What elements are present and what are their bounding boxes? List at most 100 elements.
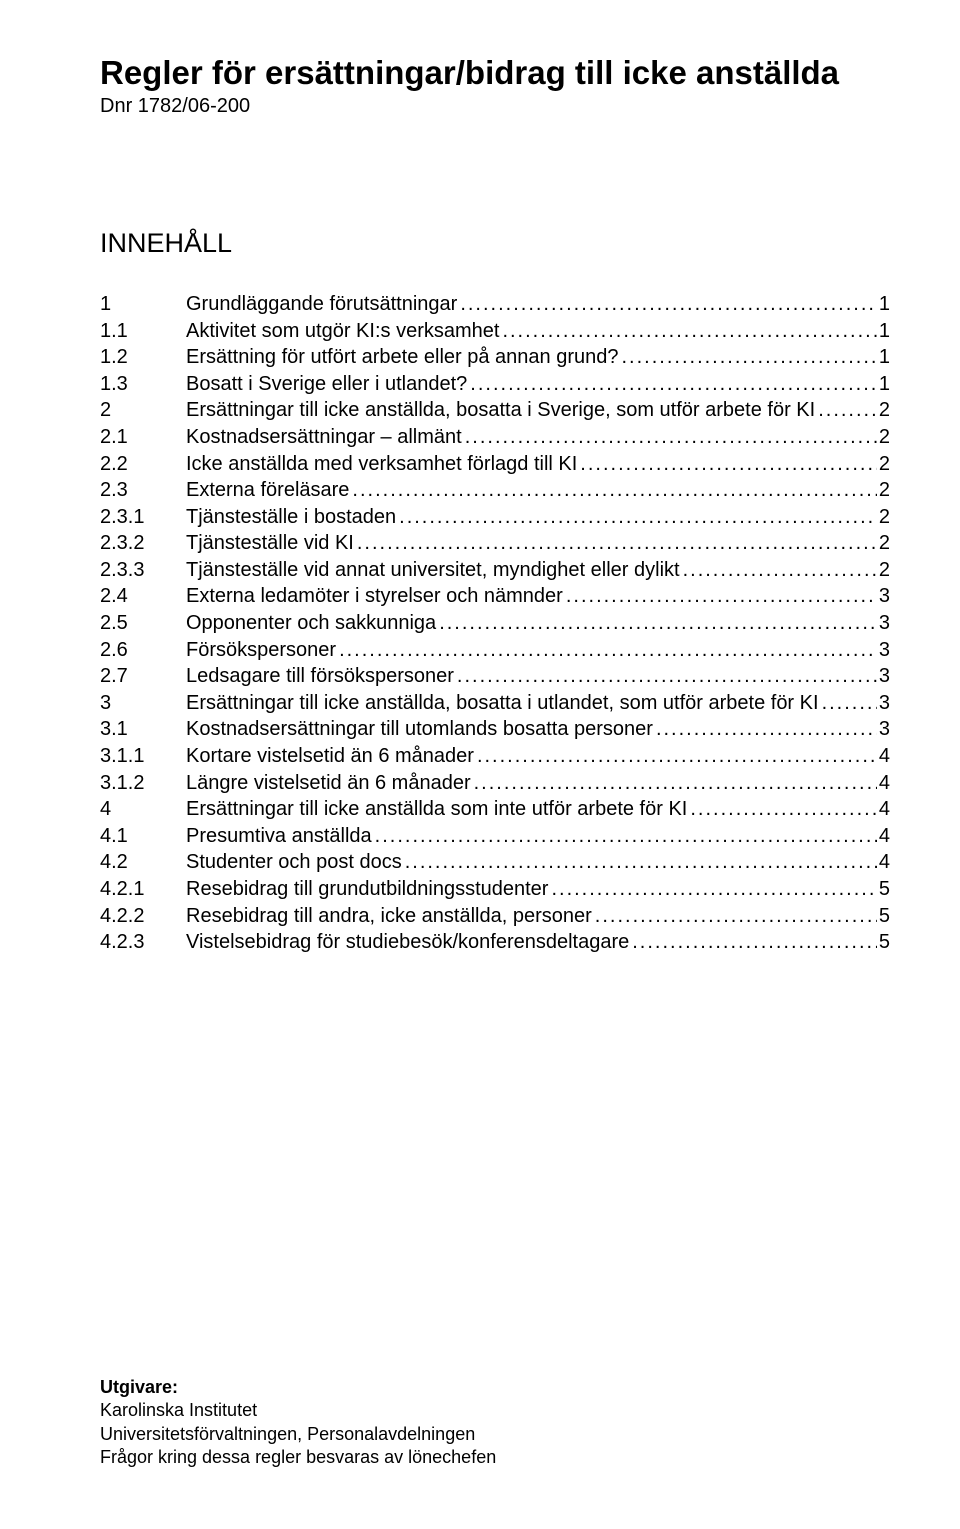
toc-row: 1.2Ersättning för utfört arbete eller på…	[100, 344, 890, 371]
toc-row: 2.1Kostnadsersättningar – allmänt 2	[100, 424, 890, 451]
toc-entry: Försökspersoner3	[186, 637, 890, 664]
toc-page-number: 1	[877, 344, 890, 371]
toc-page-number: 2	[877, 477, 890, 504]
toc-label: Kostnadsersättningar – allmänt	[186, 424, 462, 451]
toc-page-number: 3	[877, 690, 890, 717]
toc-entry: Kortare vistelsetid än 6 månader4	[186, 743, 890, 770]
toc-leader-dots	[372, 823, 877, 850]
table-of-contents: 1Grundläggande förutsättningar11.1Aktivi…	[100, 291, 890, 956]
toc-leader-dots	[653, 716, 877, 743]
toc-page-number: 2	[877, 397, 890, 424]
toc-number: 2.5	[100, 610, 186, 637]
toc-page-number: 2	[877, 451, 890, 478]
toc-page-number: 2	[877, 424, 890, 451]
toc-page-number: 4	[877, 770, 890, 797]
toc-label: Tjänsteställe i bostaden	[186, 504, 396, 531]
toc-number: 2.3	[100, 477, 186, 504]
toc-leader-dots	[474, 743, 877, 770]
toc-page-number: 1	[877, 371, 890, 398]
toc-number: 4.2.1	[100, 876, 186, 903]
toc-row: 4.2.3Vistelsebidrag för studiebesök/konf…	[100, 929, 890, 956]
toc-leader-dots	[592, 903, 877, 930]
toc-page-number: 1	[877, 318, 890, 345]
toc-leader-dots	[548, 876, 876, 903]
toc-page-number: 1	[877, 291, 890, 318]
toc-row: 2.3.1Tjänsteställe i bostaden2	[100, 504, 890, 531]
toc-page-number: 4	[877, 743, 890, 770]
toc-row: 2.5Opponenter och sakkunniga3	[100, 610, 890, 637]
toc-row: 3.1.2Längre vistelsetid än 6 månader 4	[100, 770, 890, 797]
toc-entry: Kostnadsersättningar – allmänt 2	[186, 424, 890, 451]
toc-page-number: 4	[877, 849, 890, 876]
doc-reference-number: Dnr 1782/06-200	[100, 95, 890, 118]
toc-number: 4	[100, 796, 186, 823]
toc-row: 3.1Kostnadsersättningar till utomlands b…	[100, 716, 890, 743]
toc-row: 2.7Ledsagare till försökspersoner3	[100, 663, 890, 690]
toc-label: Resebidrag till andra, icke anställda, p…	[186, 903, 592, 930]
toc-number: 2.1	[100, 424, 186, 451]
toc-leader-dots	[815, 397, 877, 424]
toc-row: 1Grundläggande förutsättningar1	[100, 291, 890, 318]
toc-leader-dots	[349, 477, 876, 504]
toc-entry: Externa föreläsare2	[186, 477, 890, 504]
toc-entry: Tjänsteställe vid annat universitet, myn…	[186, 557, 890, 584]
toc-number: 1.3	[100, 371, 186, 398]
toc-row: 4.2.2Resebidrag till andra, icke anställ…	[100, 903, 890, 930]
toc-row: 4.1Presumtiva anställda4	[100, 823, 890, 850]
toc-leader-dots	[436, 610, 877, 637]
toc-number: 2.4	[100, 583, 186, 610]
toc-leader-dots	[471, 770, 877, 797]
toc-leader-dots	[454, 663, 877, 690]
toc-page-number: 4	[877, 823, 890, 850]
toc-leader-dots	[354, 530, 877, 557]
publisher-name: Karolinska Institutet	[100, 1399, 890, 1422]
toc-number: 3.1.1	[100, 743, 186, 770]
toc-row: 2.6Försökspersoner3	[100, 637, 890, 664]
toc-page-number: 2	[877, 557, 890, 584]
toc-entry: Längre vistelsetid än 6 månader 4	[186, 770, 890, 797]
toc-entry: Ersättningar till icke anställda, bosatt…	[186, 397, 890, 424]
toc-label: Grundläggande förutsättningar	[186, 291, 457, 318]
toc-row: 4.2Studenter och post docs4	[100, 849, 890, 876]
toc-entry: Icke anställda med verksamhet förlagd ti…	[186, 451, 890, 478]
toc-leader-dots	[462, 424, 877, 451]
toc-row: 1.3Bosatt i Sverige eller i utlandet?1	[100, 371, 890, 398]
toc-entry: Externa ledamöter i styrelser och nämnde…	[186, 583, 890, 610]
toc-leader-dots	[467, 371, 877, 398]
toc-leader-dots	[819, 690, 877, 717]
toc-row: 1.1Aktivitet som utgör KI:s verksamhet1	[100, 318, 890, 345]
toc-number: 2.3.1	[100, 504, 186, 531]
toc-entry: Ersättningar till icke anställda, bosatt…	[186, 690, 890, 717]
toc-number: 1	[100, 291, 186, 318]
toc-label: Tjänsteställe vid annat universitet, myn…	[186, 557, 680, 584]
toc-page-number: 3	[877, 716, 890, 743]
toc-page-number: 3	[877, 663, 890, 690]
toc-number: 2.6	[100, 637, 186, 664]
toc-number: 4.2.3	[100, 929, 186, 956]
toc-page-number: 5	[877, 929, 890, 956]
toc-entry: Resebidrag till andra, icke anställda, p…	[186, 903, 890, 930]
toc-number: 3	[100, 690, 186, 717]
toc-page-number: 2	[877, 530, 890, 557]
toc-page-number: 5	[877, 903, 890, 930]
publisher-label: Utgivare:	[100, 1376, 890, 1399]
toc-row: 3Ersättningar till icke anställda, bosat…	[100, 690, 890, 717]
toc-page-number: 5	[877, 876, 890, 903]
toc-row: 2.3Externa föreläsare2	[100, 477, 890, 504]
toc-label: Längre vistelsetid än 6 månader	[186, 770, 471, 797]
toc-number: 2.3.3	[100, 557, 186, 584]
toc-entry: Grundläggande förutsättningar 1	[186, 291, 890, 318]
toc-row: 2.4Externa ledamöter i styrelser och näm…	[100, 583, 890, 610]
toc-entry: Tjänsteställe vid KI2	[186, 530, 890, 557]
toc-row: 2Ersättningar till icke anställda, bosat…	[100, 397, 890, 424]
toc-label: Externa ledamöter i styrelser och nämnde…	[186, 583, 563, 610]
toc-number: 4.2.2	[100, 903, 186, 930]
toc-label: Ersättningar till icke anställda, bosatt…	[186, 690, 819, 717]
toc-entry: Presumtiva anställda4	[186, 823, 890, 850]
toc-number: 3.1	[100, 716, 186, 743]
toc-entry: Bosatt i Sverige eller i utlandet?1	[186, 371, 890, 398]
toc-row: 4Ersättningar till icke anställda som in…	[100, 796, 890, 823]
toc-number: 3.1.2	[100, 770, 186, 797]
toc-number: 2	[100, 397, 186, 424]
toc-page-number: 3	[877, 583, 890, 610]
